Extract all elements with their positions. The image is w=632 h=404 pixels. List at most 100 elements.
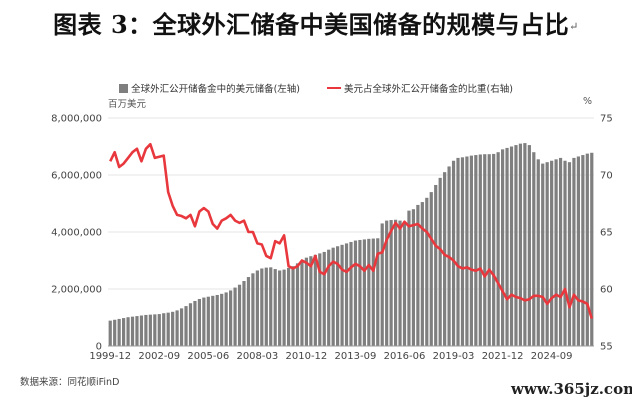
bar bbox=[532, 152, 536, 346]
x-tick-label: 2021-12 bbox=[482, 351, 524, 362]
bar-series bbox=[108, 143, 594, 346]
bar bbox=[514, 145, 518, 346]
bar bbox=[179, 308, 184, 346]
bar bbox=[380, 223, 384, 346]
bar bbox=[523, 143, 527, 346]
legend-item-bars: 全球外汇公开储备金中的美元储备(左轴) bbox=[119, 81, 300, 95]
x-tick-label: 1999-12 bbox=[89, 351, 131, 362]
left-tick-label: 4,000,000 bbox=[51, 228, 102, 239]
left-axis-ticks: 0 2,000,000 4,000,000 6,000,000 8,000,000 bbox=[51, 114, 102, 353]
bar bbox=[487, 154, 491, 346]
bar bbox=[108, 320, 112, 346]
bar bbox=[175, 310, 179, 346]
bar bbox=[336, 246, 340, 346]
x-tick-label: 2005-06 bbox=[187, 351, 229, 362]
bar bbox=[550, 160, 554, 346]
bar bbox=[438, 177, 442, 346]
bar bbox=[255, 270, 259, 346]
right-tick-label: 55 bbox=[600, 342, 613, 353]
bar bbox=[309, 256, 313, 346]
left-tick-label: 0 bbox=[96, 342, 102, 353]
bar bbox=[420, 202, 424, 346]
right-tick-label: 70 bbox=[600, 171, 613, 182]
bar bbox=[197, 298, 202, 346]
bar bbox=[269, 267, 273, 346]
bar bbox=[451, 160, 456, 346]
bar bbox=[184, 306, 188, 346]
legend-label-line: 美元占全球外汇公开储备金的比重(右轴) bbox=[344, 84, 513, 95]
bar bbox=[393, 219, 398, 346]
bar bbox=[358, 239, 362, 346]
x-axis-ticks: 1999-12 2002-09 2005-06 2008-03 2010-12 2013-… bbox=[89, 351, 572, 362]
bar bbox=[188, 303, 193, 346]
bar bbox=[157, 314, 161, 346]
bar-swatch-icon bbox=[119, 84, 129, 93]
bar bbox=[500, 149, 505, 346]
x-tick-label: 2013-09 bbox=[335, 351, 377, 362]
bar bbox=[567, 162, 572, 346]
bar bbox=[233, 287, 237, 346]
bar bbox=[224, 292, 228, 346]
bar bbox=[541, 163, 545, 346]
bar bbox=[429, 192, 433, 346]
bar bbox=[554, 159, 558, 346]
bar bbox=[153, 314, 157, 346]
x-tick-label: 2002-09 bbox=[138, 351, 180, 362]
left-axis-unit: 百万美元 bbox=[108, 99, 147, 110]
bar bbox=[576, 156, 580, 346]
bar bbox=[273, 269, 277, 346]
bar bbox=[166, 312, 170, 346]
bar bbox=[558, 157, 563, 346]
bar bbox=[402, 222, 407, 346]
bar bbox=[585, 153, 589, 346]
right-tick-label: 75 bbox=[600, 114, 613, 125]
bar bbox=[282, 269, 286, 346]
bar bbox=[460, 157, 465, 346]
bar bbox=[144, 314, 148, 346]
bar bbox=[545, 162, 549, 346]
bar bbox=[300, 260, 304, 346]
bar bbox=[327, 249, 331, 346]
bar bbox=[295, 263, 300, 346]
bar bbox=[318, 253, 322, 346]
bar bbox=[304, 257, 309, 346]
right-axis-unit: % bbox=[583, 96, 593, 107]
bar bbox=[465, 156, 469, 346]
legend-label-bars: 全球外汇公开储备金中的美元储备(左轴) bbox=[131, 84, 300, 95]
bar bbox=[117, 318, 121, 346]
bar bbox=[518, 143, 523, 346]
bar bbox=[563, 160, 567, 346]
bar bbox=[376, 238, 380, 346]
bar bbox=[202, 297, 206, 346]
bar bbox=[220, 293, 224, 346]
bar bbox=[572, 157, 576, 346]
bar bbox=[130, 316, 135, 346]
left-tick-label: 2,000,000 bbox=[51, 285, 102, 296]
bar bbox=[313, 254, 317, 346]
bar bbox=[527, 145, 531, 346]
bar bbox=[385, 220, 389, 346]
x-tick-label: 2016-06 bbox=[384, 351, 426, 362]
bar bbox=[246, 277, 251, 346]
bar bbox=[483, 154, 487, 346]
bar bbox=[478, 154, 482, 346]
bar bbox=[264, 267, 268, 346]
bar bbox=[237, 284, 242, 346]
bar bbox=[229, 290, 233, 346]
bar bbox=[398, 220, 402, 346]
bar bbox=[425, 197, 429, 346]
bar bbox=[434, 184, 438, 346]
data-source: 数据来源：同花顺iFinD bbox=[20, 377, 120, 388]
bar bbox=[122, 318, 126, 346]
bar bbox=[407, 210, 411, 346]
bar bbox=[139, 315, 144, 346]
x-tick-label: 2024-09 bbox=[531, 351, 573, 362]
bar bbox=[126, 317, 130, 346]
bar bbox=[362, 239, 366, 346]
bar bbox=[353, 240, 358, 346]
bar bbox=[193, 300, 197, 346]
bar bbox=[291, 266, 295, 346]
bar bbox=[416, 204, 420, 346]
figure-title: 图表 3：全球外汇储备中美国储备的规模与占比↵ bbox=[0, 5, 632, 40]
bar bbox=[148, 314, 152, 346]
